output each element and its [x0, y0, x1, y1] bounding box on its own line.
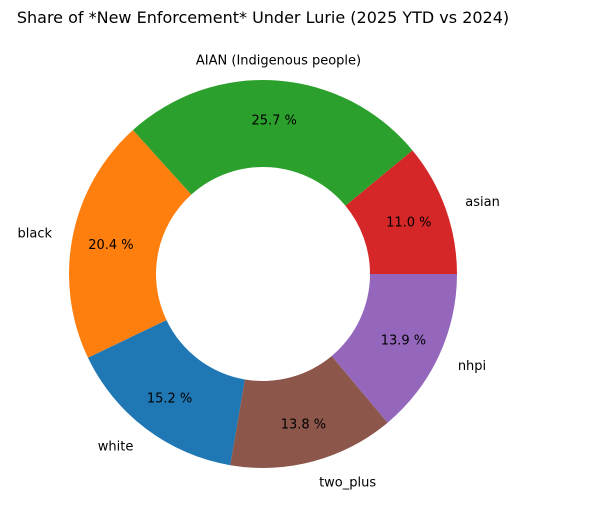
slice-labels: asian AIAN (Indigenous people) black white t… — [18, 54, 500, 491]
percent-label-two-plus: 13.8 % — [281, 418, 326, 433]
percent-label-asian: 11.0 % — [386, 215, 431, 230]
category-label-aian-indigenous-people: AIAN (Indigenous people) — [196, 54, 361, 69]
donut-slices — [69, 80, 457, 468]
percent-label-white: 15.2 % — [147, 392, 192, 407]
percent-label-aian-indigenous-people: 25.7 % — [251, 113, 296, 128]
category-label-nhpi: nhpi — [458, 359, 486, 374]
category-label-asian: asian — [465, 195, 500, 210]
category-label-white: white — [98, 440, 134, 455]
slice-white — [87, 320, 245, 466]
slice-black — [69, 130, 192, 358]
percent-labels: 11.0 % 25.7 % 20.4 % 15.2 % 13.8 % 13.9 % — [88, 113, 431, 432]
percent-label-nhpi: 13.9 % — [381, 334, 426, 349]
slice-nhpi — [331, 274, 457, 423]
chart-title: Share of *New Enforcement* Under Lurie (… — [17, 8, 509, 27]
percent-label-black: 20.4 % — [88, 238, 133, 253]
slice-asian — [345, 150, 457, 274]
category-label-two-plus: two_plus — [319, 476, 376, 491]
category-label-black: black — [18, 226, 53, 241]
slice-two-plus — [230, 356, 388, 468]
slice-aian-indigenous-people — [132, 80, 413, 206]
